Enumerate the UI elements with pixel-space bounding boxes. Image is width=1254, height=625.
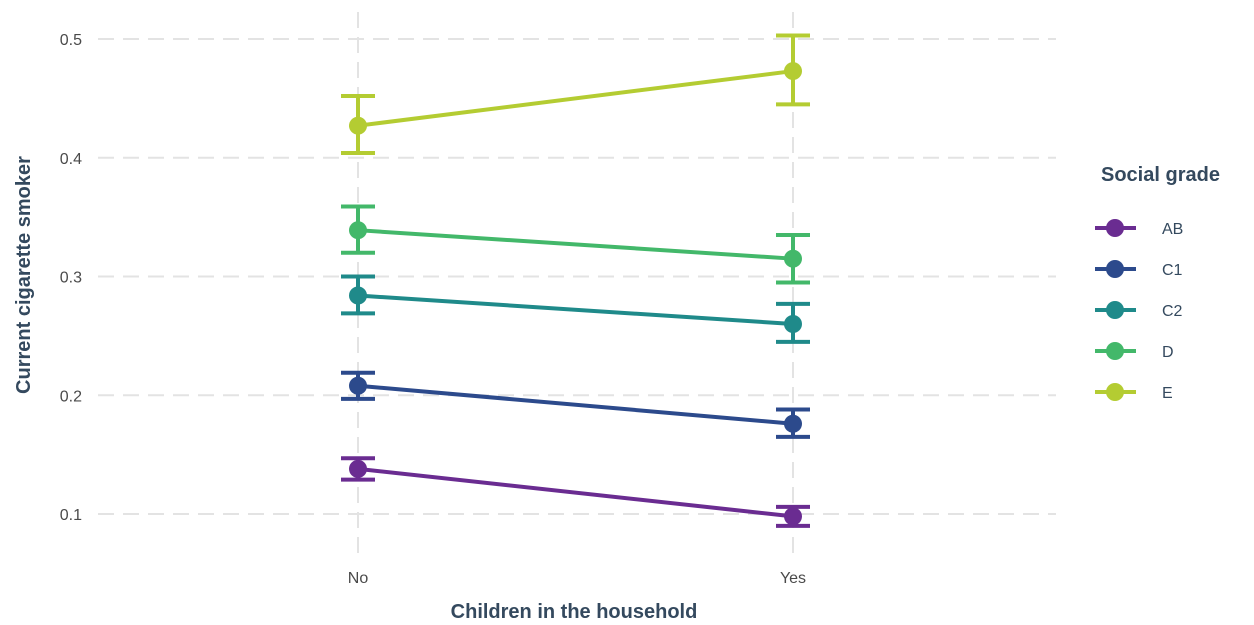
grid-layer: [98, 12, 1056, 560]
y-tick-label: 0.5: [60, 32, 82, 49]
y-tick-label: 0.3: [60, 270, 82, 287]
series-ab: [341, 456, 810, 528]
legend-item-c2: C2: [1095, 301, 1183, 320]
legend-item-ab: AB: [1095, 219, 1183, 238]
y-tick-label: 0.2: [60, 388, 82, 405]
data-point: [784, 507, 802, 526]
data-point: [784, 62, 802, 81]
legend-item-d: D: [1095, 342, 1174, 361]
legend-key-point: [1106, 260, 1124, 278]
x-tick-label: No: [348, 570, 369, 587]
legend-item-e: E: [1095, 383, 1173, 402]
legend-key-point: [1106, 383, 1124, 401]
legend-label: D: [1162, 344, 1174, 361]
data-point: [784, 249, 802, 268]
y-axis-title: Current cigarette smoker: [13, 156, 35, 394]
series-line: [357, 69, 794, 128]
legend: Social grade AB C1 C2 D E: [1095, 164, 1220, 402]
series-d: [341, 204, 810, 285]
series-c1: [341, 370, 810, 439]
x-axis-title: Children in the household: [451, 601, 698, 623]
data-point: [784, 414, 802, 433]
legend-key-point: [1106, 342, 1124, 360]
y-tick-label: 0.4: [60, 151, 82, 168]
legend-items: AB C1 C2 D E: [1095, 219, 1183, 402]
x-tick-label: Yes: [780, 570, 806, 587]
legend-label: E: [1162, 385, 1173, 402]
data-point: [349, 459, 367, 478]
series-e: [341, 33, 810, 155]
series-line: [357, 383, 794, 426]
legend-item-c1: C1: [1095, 260, 1183, 279]
data-point: [784, 315, 802, 333]
axis-layer: 0.1 0.2 0.3 0.4 0.5 No Yes: [60, 32, 806, 587]
legend-key-point: [1106, 219, 1124, 237]
series-line: [357, 293, 794, 326]
series-line: [357, 466, 794, 519]
legend-label: AB: [1162, 221, 1183, 238]
series-line: [357, 228, 794, 261]
legend-label: C1: [1162, 262, 1183, 279]
legend-label: C2: [1162, 303, 1183, 320]
data-point: [349, 286, 367, 305]
series-c2: [341, 274, 810, 344]
y-tick-label: 0.1: [60, 507, 82, 524]
data-point: [349, 116, 367, 135]
legend-key-point: [1106, 301, 1124, 319]
legend-title: Social grade: [1101, 164, 1220, 186]
data-point: [349, 376, 367, 395]
data-point: [349, 221, 367, 240]
series-layer: [341, 33, 810, 528]
